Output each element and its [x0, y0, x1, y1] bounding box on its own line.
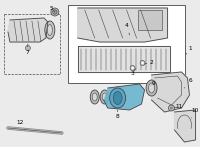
Text: 3: 3: [131, 69, 136, 76]
Polygon shape: [78, 46, 170, 72]
Circle shape: [130, 66, 135, 71]
Ellipse shape: [92, 93, 97, 101]
Polygon shape: [78, 8, 168, 42]
Text: 9: 9: [152, 81, 155, 86]
Text: 7: 7: [25, 44, 29, 55]
Text: 1: 1: [185, 46, 192, 55]
Ellipse shape: [47, 25, 52, 35]
Circle shape: [170, 106, 173, 110]
Polygon shape: [152, 72, 189, 112]
Ellipse shape: [113, 91, 122, 105]
Circle shape: [140, 61, 145, 66]
Text: 11: 11: [174, 103, 183, 108]
Bar: [68, 5, 185, 83]
Bar: [138, 10, 162, 30]
Bar: [4, 14, 60, 74]
Circle shape: [131, 67, 134, 69]
Circle shape: [51, 8, 59, 16]
Text: 6: 6: [184, 77, 192, 88]
Text: 2: 2: [145, 60, 153, 65]
Polygon shape: [8, 18, 48, 42]
Polygon shape: [104, 84, 145, 110]
Circle shape: [25, 46, 30, 51]
Ellipse shape: [110, 88, 126, 108]
Ellipse shape: [149, 83, 155, 93]
Text: 8: 8: [116, 110, 120, 120]
Circle shape: [141, 62, 144, 64]
Text: 12: 12: [16, 120, 25, 130]
Circle shape: [169, 105, 174, 111]
Ellipse shape: [100, 90, 109, 104]
Circle shape: [53, 10, 57, 14]
Ellipse shape: [45, 21, 55, 39]
Ellipse shape: [102, 93, 107, 101]
Text: 10: 10: [191, 107, 199, 118]
Text: 5: 5: [50, 5, 55, 12]
Polygon shape: [174, 110, 195, 142]
Ellipse shape: [146, 80, 157, 96]
Text: 4: 4: [125, 22, 130, 35]
Ellipse shape: [90, 90, 99, 104]
